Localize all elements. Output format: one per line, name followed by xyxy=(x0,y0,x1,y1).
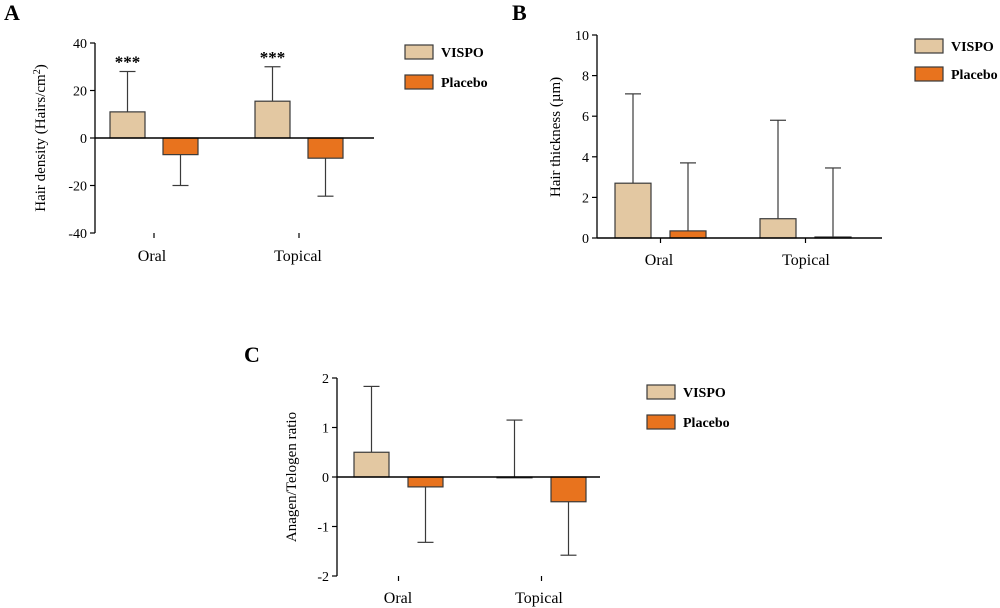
bar-placebo-topical xyxy=(307,137,344,159)
y-tick-label: 2 xyxy=(582,191,589,206)
panel-a: A -40 -20 0 20 40 *** *** Oral Topical Hair densit… xyxy=(4,0,488,265)
y-axis-label: Hair thickness (µm) xyxy=(548,77,564,197)
y-axis-label: Anagen/Telogen ratio xyxy=(284,412,300,542)
bar-vispo-oral xyxy=(614,182,652,239)
bar-vispo-oral xyxy=(353,451,390,478)
x-tick-label: Oral xyxy=(384,590,413,607)
bar-placebo-oral xyxy=(162,137,199,156)
y-tick-label: -2 xyxy=(317,570,329,585)
legend-label-vispo: VISPO xyxy=(683,386,726,401)
y-tick-label: 4 xyxy=(582,151,589,166)
legend-label-placebo: Placebo xyxy=(683,416,730,431)
bar-placebo-oral xyxy=(407,476,444,488)
panel-letter: B xyxy=(512,0,527,25)
legend-label-vispo: VISPO xyxy=(441,46,484,61)
x-tick-label: Oral xyxy=(645,252,674,269)
y-tick-label: 20 xyxy=(73,85,87,100)
legend-swatch-placebo xyxy=(404,74,434,90)
legend-label-placebo: Placebo xyxy=(951,68,998,83)
bar-placebo-topical xyxy=(550,476,587,503)
y-tick-label: -40 xyxy=(68,227,87,242)
significance-marker: *** xyxy=(260,48,286,67)
legend-swatch-vispo xyxy=(646,384,676,400)
y-tick-label: 2 xyxy=(322,372,329,387)
x-tick-label: Topical xyxy=(274,248,322,265)
legend-label-vispo: VISPO xyxy=(951,40,994,55)
bar-vispo-topical xyxy=(759,218,797,239)
y-tick-label: -20 xyxy=(68,180,87,195)
y-tick-label: 1 xyxy=(322,422,329,437)
legend-label-placebo: Placebo xyxy=(441,76,488,91)
y-tick-label: 0 xyxy=(80,132,87,147)
legend-swatch-placebo xyxy=(914,66,944,82)
y-tick-label: 8 xyxy=(582,70,589,85)
panel-c: C -2 -1 0 1 2 Oral Topical Anagen/Telogen ratio V… xyxy=(244,342,730,607)
panel-b: B 0 2 4 6 8 10 Oral Topical Hair thickness (µm) VI… xyxy=(512,0,998,269)
y-tick-label: 0 xyxy=(322,471,329,486)
legend-swatch-placebo xyxy=(646,414,676,430)
bar-vispo-topical xyxy=(254,100,291,139)
significance-marker: *** xyxy=(115,53,141,72)
y-tick-label: 0 xyxy=(582,232,589,247)
y-tick-label: 40 xyxy=(73,37,87,52)
legend-swatch-vispo xyxy=(914,38,944,54)
x-tick-label: Topical xyxy=(515,590,563,607)
panel-letter: C xyxy=(244,342,260,367)
legend-swatch-vispo xyxy=(404,44,434,60)
y-tick-label: 10 xyxy=(575,29,589,44)
panel-letter: A xyxy=(4,0,20,25)
y-axis-label: Hair density (Hairs/cm2) xyxy=(32,64,50,211)
y-tick-label: 6 xyxy=(582,110,589,125)
bar-placebo-oral xyxy=(669,230,707,239)
x-tick-label: Topical xyxy=(782,252,830,269)
bar-vispo-oral xyxy=(109,111,146,139)
y-tick-label: -1 xyxy=(317,521,329,536)
x-tick-label: Oral xyxy=(138,248,167,265)
